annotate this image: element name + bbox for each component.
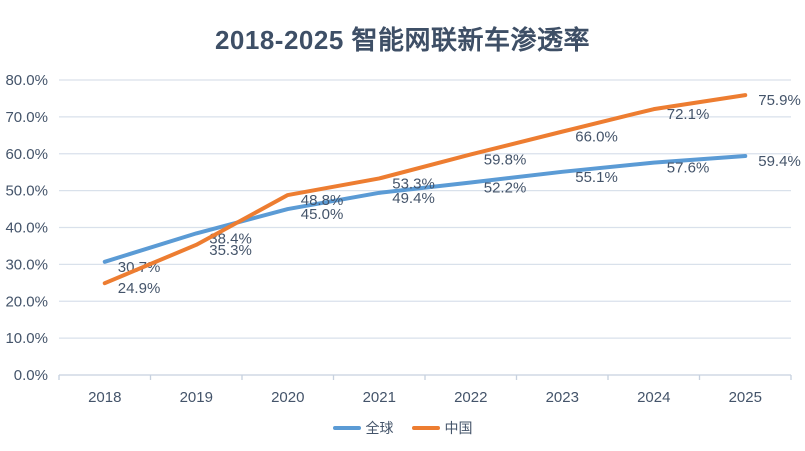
data-label: 45.0% (301, 206, 344, 223)
data-label: 55.1% (575, 169, 618, 186)
data-label: 59.8% (484, 151, 527, 168)
x-axis-tick-label: 2020 (271, 389, 304, 406)
x-axis-ticks (58, 375, 792, 380)
x-axis-tick-label: 2018 (88, 389, 121, 406)
data-label: 48.8% (301, 192, 344, 209)
data-label: 75.9% (758, 92, 801, 109)
data-label: 72.1% (667, 106, 710, 123)
y-axis-tick-label: 10.0% (5, 330, 48, 347)
data-label: 24.9% (118, 280, 161, 297)
legend-item-global[interactable]: 全球 (332, 418, 394, 438)
x-axis-tick-label: 2025 (729, 389, 762, 406)
x-axis-tick-label: 2023 (546, 389, 579, 406)
data-label: 38.4% (209, 230, 252, 247)
legend-item-china[interactable]: 中国 (411, 418, 473, 438)
y-axis-tick-label: 80.0% (5, 72, 48, 89)
y-axis-labels: 0.0% 10.0% 20.0% 30.0% 40.0% 50.0% 60.0% 70.0% 8… (5, 72, 48, 384)
x-axis-tick-label: 2022 (454, 389, 487, 406)
y-axis-tick-label: 30.0% (5, 256, 48, 273)
series-line-global[interactable] (102, 153, 748, 264)
x-axis-tick-label: 2019 (180, 389, 213, 406)
data-label: 57.6% (667, 160, 710, 177)
data-labels-china: 24.9% 35.3% 48.8% 53.3% 59.8% 66.0% 72.1% 75.9% (118, 92, 801, 297)
y-axis-tick-label: 40.0% (5, 220, 48, 237)
data-label: 59.4% (758, 153, 801, 170)
x-axis-tick-label: 2021 (363, 389, 396, 406)
data-label: 35.3% (209, 242, 252, 259)
data-label: 49.4% (392, 190, 435, 207)
y-axis-tick-label: 50.0% (5, 183, 48, 200)
data-label: 66.0% (575, 129, 618, 146)
legend-line-swatch-global (332, 426, 361, 430)
legend-label-global: 全球 (365, 420, 394, 436)
series-line-china[interactable] (102, 93, 748, 286)
legend: 全球 中国 (0, 418, 805, 438)
y-axis-tick-label: 70.0% (5, 109, 48, 126)
data-label: 52.2% (484, 180, 527, 197)
legend-line-swatch-china (411, 426, 440, 430)
y-axis-tick-label: 20.0% (5, 293, 48, 310)
chart-title: 2018-2025 智能网联新车渗透率 (214, 25, 591, 55)
legend-label-china: 中国 (444, 420, 473, 436)
y-axis-tick-label: 0.0% (14, 367, 48, 384)
x-axis-labels: 2018 2019 2020 2021 2022 2023 2024 2025 (88, 389, 762, 406)
data-label: 53.3% (392, 175, 435, 192)
gridlines (59, 79, 791, 376)
y-axis-tick-label: 60.0% (5, 146, 48, 163)
x-axis-tick-label: 2024 (637, 389, 670, 406)
